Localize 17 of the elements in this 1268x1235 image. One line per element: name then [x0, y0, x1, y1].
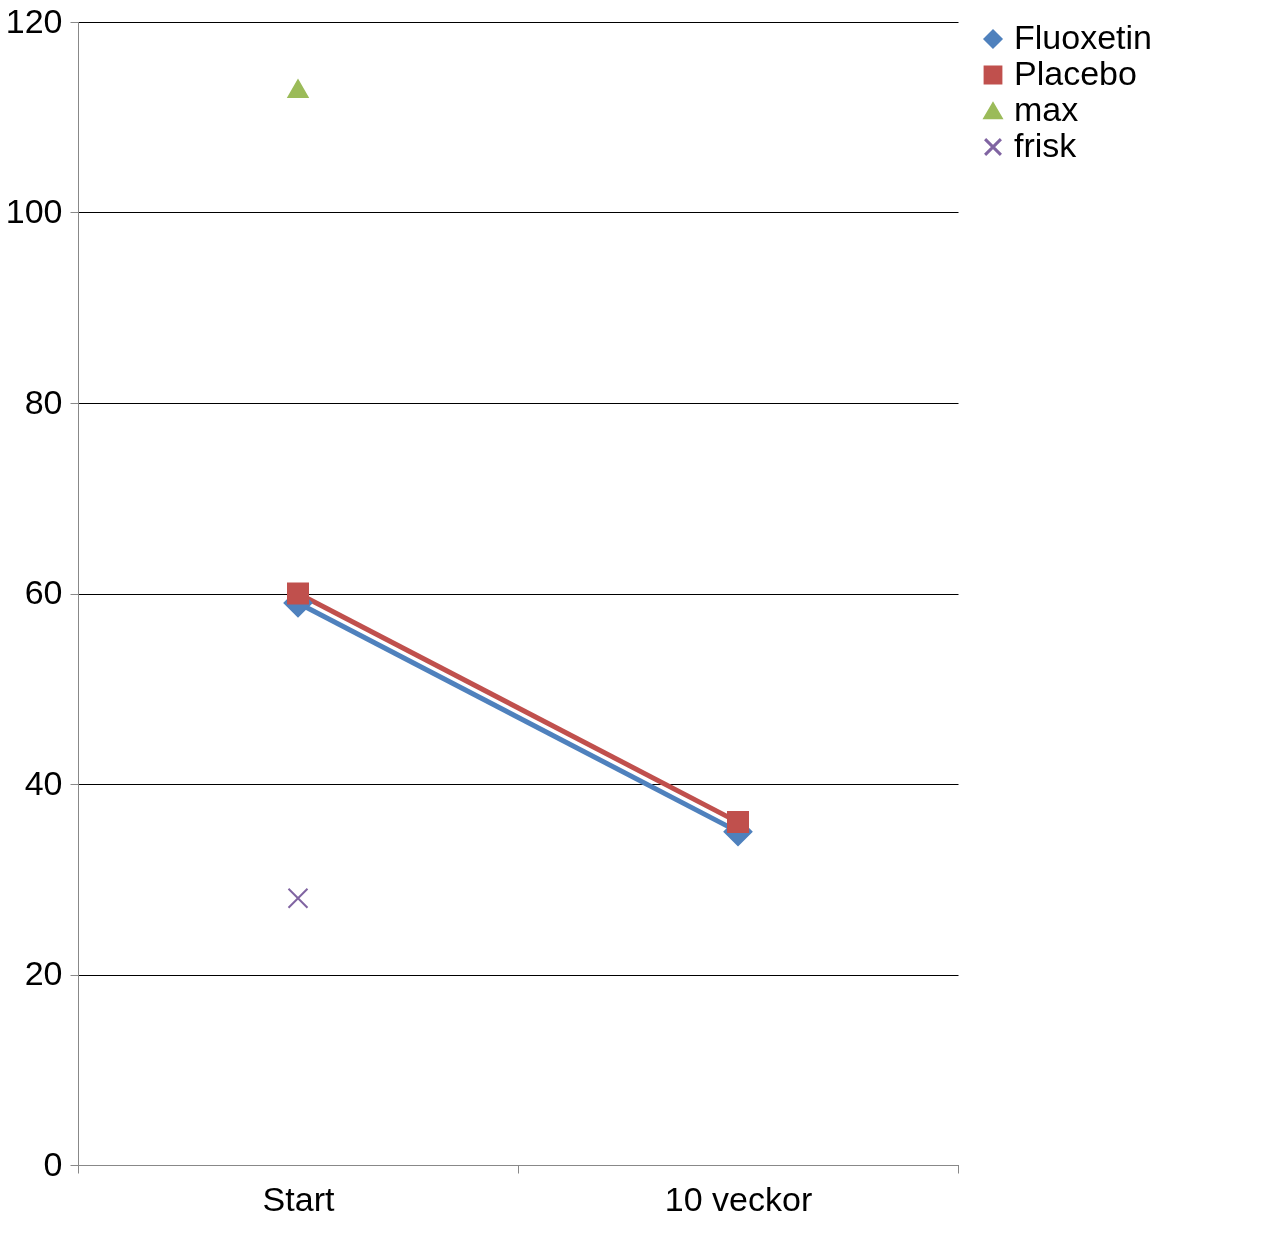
x-tick-label: Start — [262, 1179, 335, 1218]
legend-label: Fluoxetin — [1014, 18, 1152, 56]
point — [287, 582, 309, 605]
point — [727, 811, 749, 834]
x-tick-label: 10 veckor — [664, 1179, 813, 1218]
y-tick-label: 20 — [24, 954, 63, 992]
y-tick-label: 40 — [24, 763, 63, 802]
legend-label: max — [1014, 90, 1079, 128]
y-tick-label: 0 — [43, 1144, 63, 1183]
y-tick-label: 120 — [5, 1, 63, 40]
y-tick-label: 80 — [24, 382, 63, 421]
y-tick-label: 100 — [5, 192, 63, 230]
y-tick-label: 60 — [24, 573, 63, 611]
legend-label: frisk — [1014, 126, 1078, 164]
point — [287, 79, 309, 98]
legend-label: Placebo — [1014, 54, 1137, 92]
point — [287, 887, 309, 909]
